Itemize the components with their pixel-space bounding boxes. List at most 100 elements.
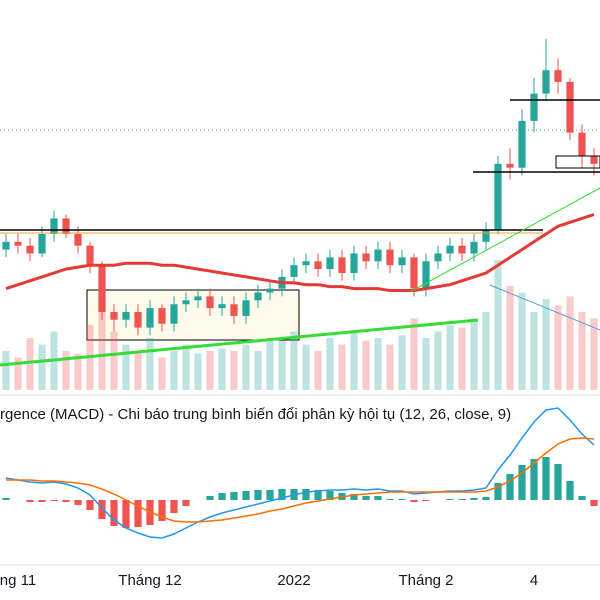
volume-bar [554,305,562,390]
macd-histogram-bar [122,500,130,528]
volume-bar [434,331,442,390]
candle-body [242,300,250,316]
macd-histogram-bar [518,465,526,500]
volume-bar [158,357,166,390]
macd-histogram-bar [374,496,382,500]
moving-average [5,213,595,293]
macd-histogram-bar [542,457,550,500]
volume-bar [62,351,70,390]
candle-body [146,308,154,328]
volume-bar [98,312,106,390]
macd-histogram-bar [482,497,490,500]
candle-body [434,253,442,262]
trend-line [0,318,479,367]
candle-body [50,218,58,234]
volume-bar [386,344,394,390]
candle-body [386,249,394,266]
volume-bar [482,312,490,390]
macd-histogram-bar [314,490,322,500]
volume-bar [338,344,346,390]
macd-histogram-bar [242,491,250,500]
candle-body [182,300,190,305]
macd-histogram-bar [506,474,514,500]
macd-histogram-bar [266,490,274,500]
candle-body [38,234,46,254]
candle-body [338,257,346,273]
candle-body [98,265,106,312]
macd-histogram-bar [230,492,238,500]
candle-body [362,253,370,262]
candle-body [506,163,514,168]
macd-histogram-bar [362,496,370,500]
volume-bar [146,338,154,390]
candle-body [374,249,382,262]
candle-body [290,265,298,277]
candle-body [422,261,430,289]
macd-histogram-bar [134,500,142,527]
range-box [86,289,300,341]
macd-layer [2,407,598,539]
candle-body [482,230,490,242]
macd-histogram-bar [182,500,190,506]
macd-histogram-bar [218,493,226,500]
x-tick-label: 4 [530,572,538,589]
volume-bar [398,335,406,390]
macd-histogram-bar [554,464,562,500]
volume-bar [206,351,214,390]
macd-histogram-bar [494,483,502,500]
signal-line [6,437,595,523]
macd-histogram-bar [578,496,586,500]
volume-bar [494,260,502,390]
volume-bar [542,299,550,390]
candle-body [410,257,418,289]
candle-body [134,312,142,328]
candle-body [254,292,262,301]
candle-body [590,156,598,164]
volume-bar [590,318,598,390]
candle-body [398,257,406,266]
macd-histogram-bar [410,500,418,502]
macd-histogram-bar [530,459,538,500]
volume-bar [2,351,10,390]
macd-histogram-bar [2,498,10,500]
candle-body [326,257,334,270]
candle-body [518,120,526,168]
volume-bar [278,340,286,390]
macd-line [5,407,595,539]
macd-histogram-bar [26,500,34,502]
volume-bar [470,318,478,390]
macd-histogram-bar [326,491,334,500]
macd-histogram-bar [110,500,118,526]
macd-histogram-bar [446,499,454,500]
volume-bar [74,353,82,390]
volume-bar [38,344,46,390]
candle-body [26,245,34,254]
macd-histogram-bar [386,499,394,500]
macd-histogram-bar [62,500,70,502]
macd-histogram-bar [98,500,106,519]
volume-bar [134,351,142,390]
volume-bar [290,331,298,390]
macd-histogram-bar [350,494,358,500]
volume-bar [218,348,226,390]
macd-histogram-bar [590,500,598,506]
volume-bar [326,338,334,390]
volume-bar [230,351,238,390]
volume-bar [314,351,322,390]
macd-histogram-bar [38,500,46,502]
candle-body [566,81,574,133]
macd-histogram-bar [206,496,214,500]
trend-line [489,284,600,331]
candle-body [458,245,466,254]
volume-bar [362,340,370,390]
candle-body [470,241,478,254]
macd-histogram-bar [50,500,58,501]
candle-body [74,234,82,246]
volume-bar [254,351,262,390]
volume-bar [530,312,538,390]
volume-bar [578,312,586,390]
volume-bar [122,344,130,390]
price-layer [2,39,598,336]
volume-bar [110,331,118,390]
